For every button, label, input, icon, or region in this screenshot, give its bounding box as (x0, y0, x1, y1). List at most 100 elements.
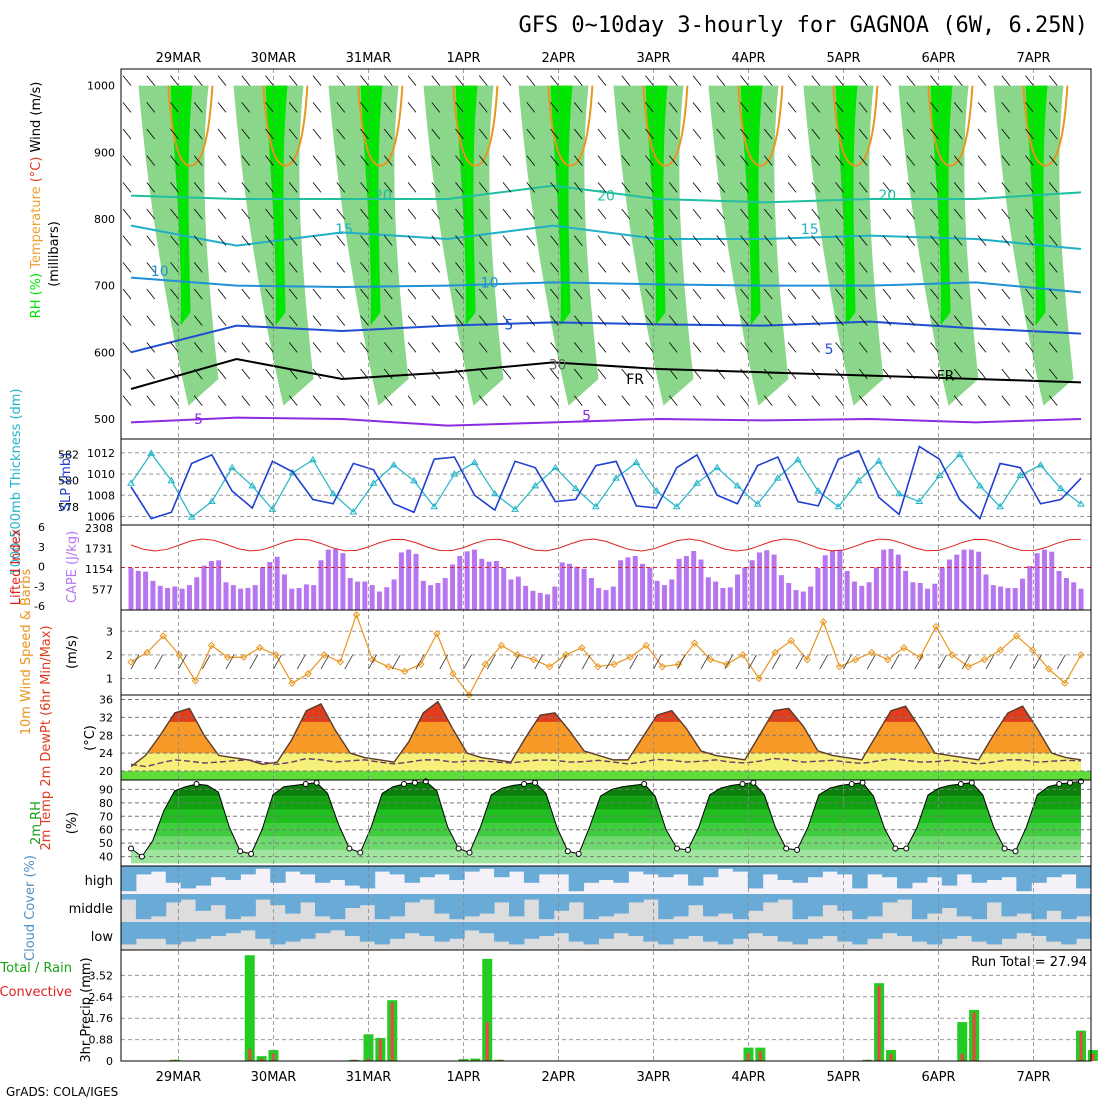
wind-barb (170, 155, 179, 166)
wind-barb (526, 182, 536, 193)
wind-axis-label: 10m Wind Speed & Barbs (19, 569, 34, 736)
cloud-cover-bar (1046, 866, 1062, 878)
wind-barb (882, 368, 892, 380)
wind-barb (502, 235, 512, 246)
wind-barb (193, 342, 203, 353)
wind-barb (740, 315, 749, 326)
wind-barb (763, 208, 773, 220)
date-label-top: 2APR (541, 51, 575, 66)
wind-barb (407, 368, 417, 380)
cape-bar (851, 581, 857, 610)
date-label-bottom: 31MAR (346, 1070, 392, 1085)
cloud-cover-bar (837, 894, 853, 911)
pressure-tick-label: 700 (94, 280, 115, 293)
wind-barb (763, 128, 773, 140)
cloud-cover-bar (807, 866, 823, 878)
wind-barb (1025, 128, 1034, 140)
cloud-cover-bar (822, 866, 838, 872)
thickness-point (187, 513, 196, 520)
pressure-tick-label: 1000 (87, 80, 115, 93)
cape-bar (574, 566, 580, 610)
cape-bar (698, 559, 704, 610)
cloud-cover-bar (777, 866, 794, 880)
cloud-cover-bar (613, 922, 629, 934)
cape-bar (274, 556, 280, 610)
rh-point (684, 846, 691, 853)
wind-barb (597, 128, 607, 140)
wind-barb (336, 155, 346, 166)
surface-wind-barb (154, 654, 164, 670)
wind-barb (716, 75, 726, 86)
cape-bar (1034, 553, 1040, 610)
slp-line (130, 445, 1082, 521)
cloud-cover-bar (658, 866, 674, 878)
cape-bar (450, 564, 456, 610)
cloud-cover-bar (210, 866, 226, 878)
wind-speed-point (562, 651, 570, 659)
wind-speed-point (1012, 632, 1021, 640)
wind-barb (882, 342, 892, 353)
cape-bar (866, 582, 872, 610)
wind-barb (431, 262, 441, 273)
pressure-tick-label: 800 (94, 213, 115, 226)
wind-speed-point (626, 653, 634, 661)
wind-barb (692, 288, 702, 300)
surface-wind-barb (463, 654, 472, 670)
wind-barb (621, 288, 631, 300)
wind-speed-point (433, 629, 441, 638)
cape-bar (588, 578, 594, 610)
thickness-point (592, 502, 600, 510)
wind-barb (526, 155, 536, 166)
cape-bar (764, 550, 770, 610)
cape-bar (523, 585, 529, 610)
cape-bar (208, 560, 214, 610)
wind-barb (953, 315, 963, 326)
wind-barb (478, 342, 488, 353)
panel-frame (120, 438, 1092, 526)
isotherm-line (130, 416, 1082, 427)
wind-barb (1048, 262, 1058, 273)
cloud-cover-bar (150, 866, 167, 872)
wind-barb (478, 128, 488, 140)
wind-barb (288, 288, 298, 300)
wind-barb (478, 315, 488, 326)
wind-barb (288, 155, 298, 166)
wind-barb (573, 395, 583, 406)
wind-barb (478, 288, 488, 300)
cloud-cover-bar (150, 894, 167, 917)
precip-convective-label: Convective (0, 985, 72, 1000)
rh-point (673, 845, 680, 852)
rh-point (1001, 845, 1008, 852)
precip-units-label: 3hr Precip (mm) (79, 957, 94, 1062)
wind-barb (930, 128, 939, 140)
cloud-cover-bar (553, 866, 570, 875)
cape-bar (727, 587, 733, 610)
wind-barb (383, 102, 393, 113)
wind-barb (811, 128, 821, 140)
cape-bar (800, 591, 806, 610)
wind-speed-point (1028, 646, 1037, 654)
cloud-cover-bar (285, 894, 301, 914)
wind-barb (621, 208, 631, 220)
date-label-top: 29MAR (156, 51, 202, 66)
wind-barb (858, 262, 868, 273)
cape-bar (946, 559, 952, 610)
wind-barb (431, 368, 441, 380)
wind-barb (763, 235, 773, 246)
wind-barb (360, 262, 369, 273)
wind-barb (621, 395, 631, 406)
wind-barb (811, 155, 821, 166)
wind-speed-point (787, 636, 795, 645)
wind-barb (217, 342, 227, 353)
wind-barb (1025, 75, 1034, 86)
cape-bar (493, 560, 499, 610)
wind-barb (407, 395, 417, 406)
cloud-cover-bar (688, 866, 704, 886)
wind-barb (193, 128, 203, 140)
cloud-cover-bar (1016, 866, 1032, 892)
wind-barb (906, 235, 916, 246)
wind-speed-point (352, 611, 361, 619)
cloud-cover-bar (553, 922, 570, 934)
precip-convective-bar (889, 1053, 893, 1061)
wind-barb (668, 128, 678, 140)
